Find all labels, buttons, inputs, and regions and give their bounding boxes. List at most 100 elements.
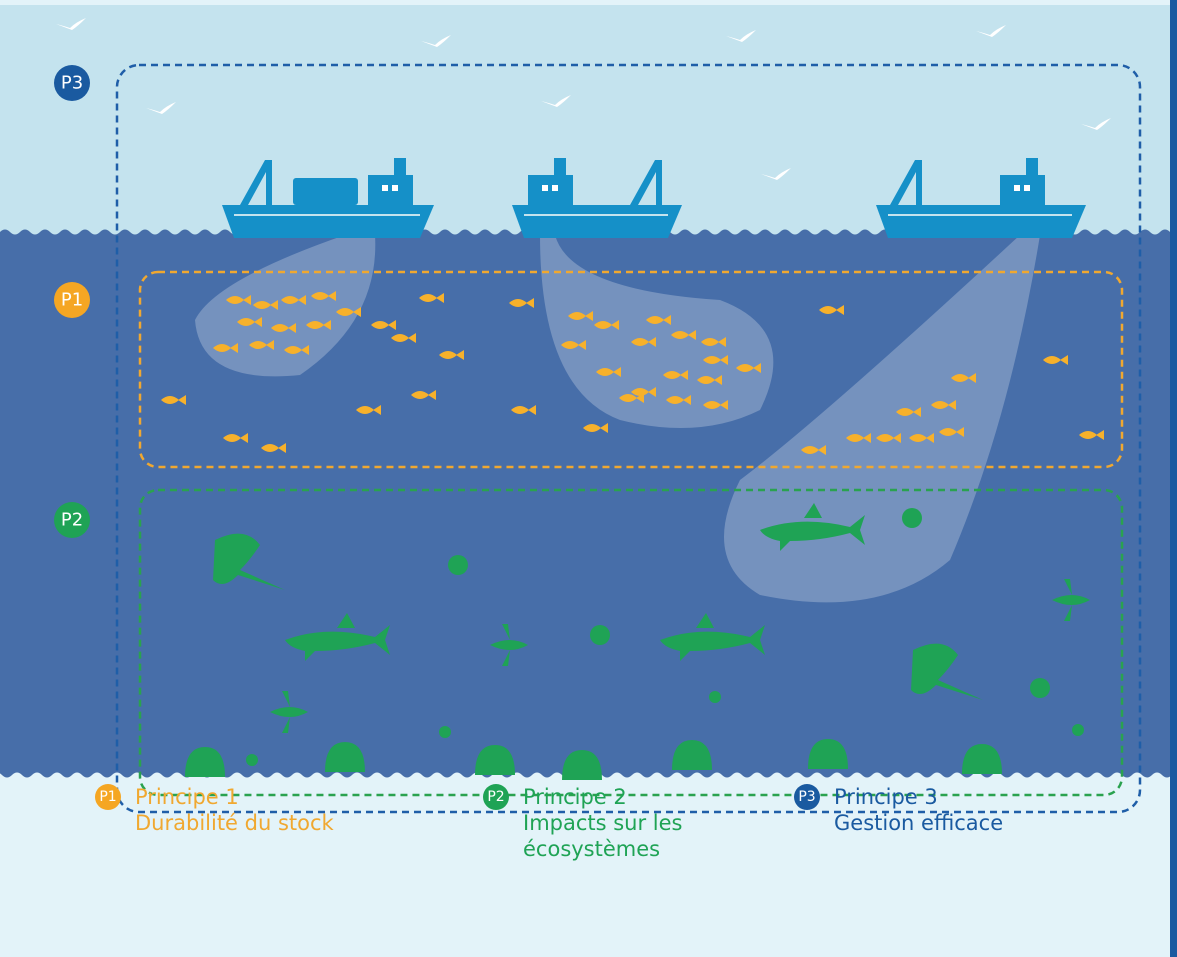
fish [439,350,464,360]
fish [223,433,248,443]
fish [896,407,921,417]
fish [736,363,761,373]
fish [596,367,621,377]
star [709,691,721,703]
urchin [590,625,610,645]
ray [213,533,285,590]
fish [846,433,871,443]
legend-line: Gestion efficace [834,811,1003,835]
fish [271,323,296,333]
boat-cabin [368,175,413,205]
fish [568,311,593,321]
boat-line [524,214,668,216]
star [1072,724,1084,736]
bird [541,95,571,107]
fish [801,445,826,455]
window [1024,185,1030,191]
fish [663,370,688,380]
boat-hull [512,205,682,238]
bird [761,168,791,180]
fish [619,393,644,403]
ray [911,643,983,700]
coral [962,744,1002,774]
fish [819,305,844,315]
window [382,185,388,191]
legend-badge [95,784,121,810]
fish [371,320,396,330]
coral [672,740,712,770]
star [246,754,258,766]
legend-badge-label: P2 [487,789,504,805]
fish [281,295,306,305]
fish [931,400,956,410]
urchin [448,555,468,575]
bird [976,25,1006,37]
fish [356,405,381,415]
fish [594,320,619,330]
fish [511,405,536,415]
turtle [270,691,308,733]
fish [509,298,534,308]
boat-cabin [528,175,573,205]
net [195,235,376,377]
boat-box [293,178,358,205]
fish [253,300,278,310]
coral [325,742,365,772]
fish [237,317,262,327]
crane [240,160,272,205]
legend-title: Principe 1 [135,785,239,809]
badge-label: P2 [61,510,83,531]
legend-badge-label: P1 [99,789,116,805]
crane [890,160,922,205]
legend-line: Impacts sur les [523,811,683,835]
coral [562,750,602,780]
legend-line: Durabilité du stock [135,811,335,835]
window [542,185,548,191]
urchin [1030,678,1050,698]
fish [951,373,976,383]
boat-cabin [1000,175,1045,205]
fish [876,433,901,443]
shark [285,613,390,661]
boat-mast [1026,158,1038,176]
fish [703,355,728,365]
fish [1079,430,1104,440]
fish [306,320,331,330]
legend-title: Principe 3 [834,785,938,809]
coral [808,739,848,769]
edge [1170,0,1177,957]
badge [54,282,90,318]
star [439,726,451,738]
fish [336,307,361,317]
boat-hull [222,205,434,238]
fish [646,315,671,325]
badge-label: P3 [61,73,83,94]
fish [419,293,444,303]
window [392,185,398,191]
fish [249,340,274,350]
fish [311,291,336,301]
boat-line [234,214,420,216]
fish [909,433,934,443]
boat-mast [554,158,566,176]
fish [697,375,722,385]
turtle [490,624,528,666]
fish [701,337,726,347]
fish [583,423,608,433]
legend-badge [794,784,820,810]
badge [54,65,90,101]
bird [56,18,86,30]
fish [161,395,186,405]
fish [561,340,586,350]
fish [284,345,309,355]
legend-badge [483,784,509,810]
fish [631,387,656,397]
coral [475,745,515,775]
fish [411,390,436,400]
fish [391,333,416,343]
bird [421,35,451,47]
shark [660,613,765,661]
fish [213,343,238,353]
p1-box [138,270,1124,469]
